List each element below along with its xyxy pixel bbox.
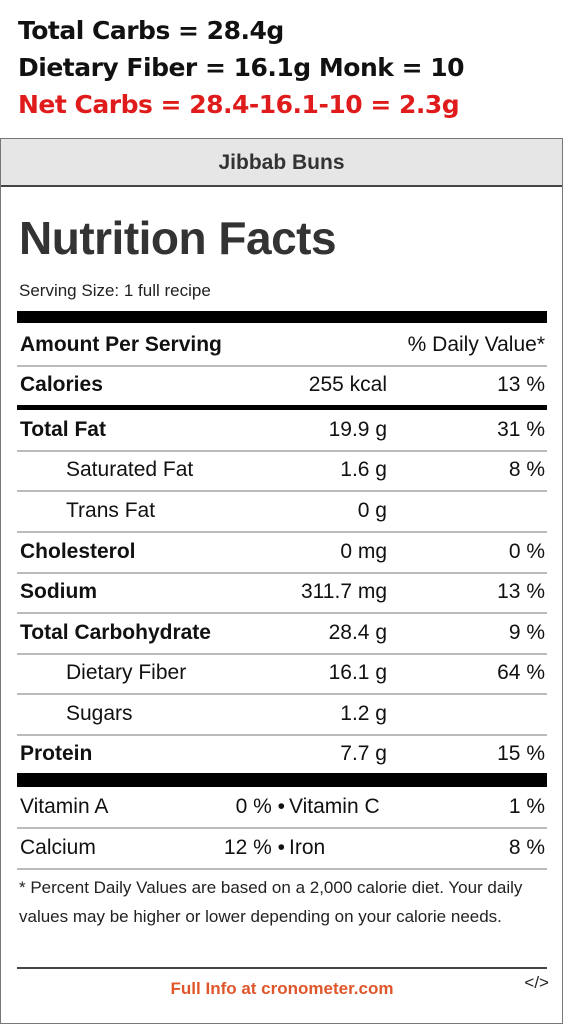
full-info-link[interactable]: Full Info at cronometer.com xyxy=(170,979,394,998)
nutrient-amount: 19.9 g xyxy=(328,418,387,441)
nutrient-row-sodium: Sodium 311.7 mg 13 % xyxy=(17,572,547,614)
nutrient-amount: 1.2 g xyxy=(340,702,387,725)
fiber-note: Dietary Fiber = 16.1g Monk = 10 xyxy=(18,53,465,82)
nutrient-dv: 15 % xyxy=(497,742,545,765)
nutrient-name: Sodium xyxy=(20,580,97,603)
thick-divider xyxy=(17,311,547,323)
vitamin-c-value: 1 % xyxy=(508,795,545,818)
nutrient-amount: 0 g xyxy=(357,499,387,522)
nutrient-amount: 28.4 g xyxy=(328,621,387,644)
net-carbs-note: Net Carbs = 28.4-16.1-10 = 2.3g xyxy=(18,90,460,119)
recipe-name: Jibbab Buns xyxy=(218,151,345,174)
footer-divider xyxy=(17,967,547,969)
nutrient-name: Protein xyxy=(20,742,93,765)
nutrient-dv: 9 % xyxy=(508,621,545,644)
nutrient-row-trans-fat: Trans Fat 0 g xyxy=(17,491,547,533)
calories-row: Calories 255 kcal 13 % xyxy=(17,365,547,405)
daily-value-header: % Daily Value* xyxy=(407,333,545,356)
nutrient-amount: 7.7 g xyxy=(340,742,387,765)
mineral-row: Calcium 12 % • Iron 8 % xyxy=(17,828,547,870)
nutrition-facts-title: Nutrition Facts xyxy=(19,212,337,264)
nutrient-amount: 0 mg xyxy=(340,540,387,563)
recipe-title-bar: Jibbab Buns xyxy=(1,139,562,187)
nutrient-name: Dietary Fiber xyxy=(66,661,187,684)
calories-dv: 13 % xyxy=(497,373,545,396)
nutrient-name: Total Carbohydrate xyxy=(20,621,211,644)
daily-value-footnote: * Percent Daily Values are based on a 2,… xyxy=(19,878,523,926)
vitamin-a-label: Vitamin A xyxy=(20,795,109,818)
total-carbs-note: Total Carbs = 28.4g xyxy=(18,16,284,45)
nutrient-amount: 16.1 g xyxy=(328,661,387,684)
vitamin-row: Vitamin A 0 % • Vitamin C 1 % xyxy=(17,787,547,829)
nutrient-row-cholesterol: Cholesterol 0 mg 0 % xyxy=(17,532,547,574)
medium-divider xyxy=(17,405,547,410)
nutrient-name: Sugars xyxy=(66,702,133,725)
calcium-value: 12 % • xyxy=(223,836,285,859)
bullet: • xyxy=(277,836,285,859)
calories-label: Calories xyxy=(20,373,103,396)
nutrient-amount: 311.7 mg xyxy=(301,580,387,603)
amount-per-serving-label: Amount Per Serving xyxy=(20,333,222,356)
nutrient-name: Total Fat xyxy=(20,418,106,441)
nutrient-row-saturated-fat: Saturated Fat 1.6 g 8 % xyxy=(17,450,547,492)
bullet: • xyxy=(277,795,285,818)
calcium-label: Calcium xyxy=(20,836,96,859)
nutrient-dv: 8 % xyxy=(508,458,545,481)
net-carbs-notes: Total Carbs = 28.4g Dietary Fiber = 16.1… xyxy=(18,12,465,123)
nutrient-row-protein: Protein 7.7 g 15 % xyxy=(17,734,547,774)
nutrient-name: Cholesterol xyxy=(20,540,136,563)
nutrient-name: Trans Fat xyxy=(66,499,156,522)
nutrient-row-total-fat: Total Fat 19.9 g 31 % xyxy=(17,410,547,452)
nutrition-facts-panel: Nutrition Facts Serving Size: 1 full rec… xyxy=(17,187,549,1023)
nutrient-name: Saturated Fat xyxy=(66,458,194,481)
nutrition-label-card: Jibbab Buns Nutrition Facts Serving Size… xyxy=(0,138,563,1024)
embed-code-icon[interactable]: </> xyxy=(524,973,549,992)
iron-value: 8 % xyxy=(508,836,545,859)
vitamin-c-label: Vitamin C xyxy=(289,795,380,818)
nutrient-row-dietary-fiber: Dietary Fiber 16.1 g 64 % xyxy=(17,653,547,695)
nutrient-amount: 1.6 g xyxy=(340,458,387,481)
nutrient-dv: 31 % xyxy=(497,418,545,441)
calories-amount: 255 kcal xyxy=(308,373,387,396)
nutrient-row-sugars: Sugars 1.2 g xyxy=(17,694,547,736)
nutrient-dv: 64 % xyxy=(497,661,545,684)
iron-label: Iron xyxy=(289,836,326,859)
amount-header-row: Amount Per Serving % Daily Value* xyxy=(17,325,547,367)
vitamin-a-value: 0 % • xyxy=(235,795,285,818)
thick-divider xyxy=(17,773,547,787)
nutrient-dv: 13 % xyxy=(497,580,545,603)
nutrient-row-total-carbohydrate: Total Carbohydrate 28.4 g 9 % xyxy=(17,613,547,655)
nutrient-dv: 0 % xyxy=(508,540,545,563)
serving-size: Serving Size: 1 full recipe xyxy=(19,281,211,300)
